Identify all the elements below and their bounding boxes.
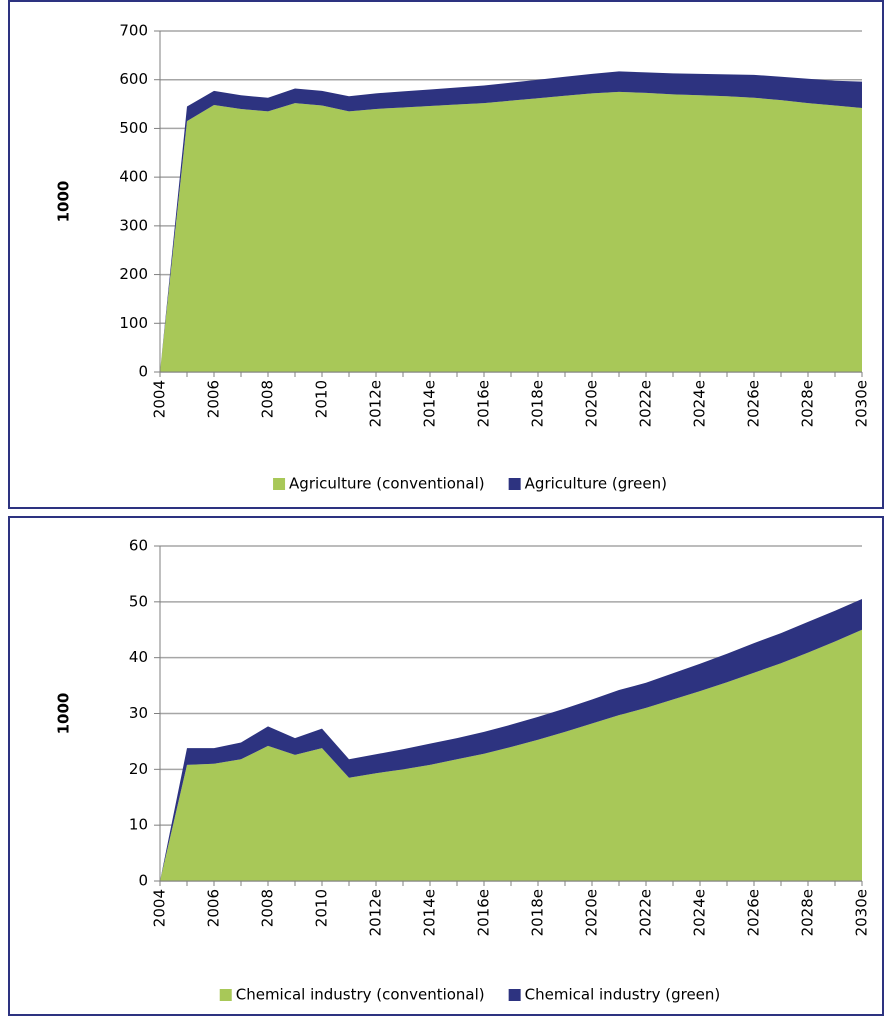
- x-tick-label: 2008: [259, 380, 277, 418]
- y-tick-label: 400: [119, 168, 148, 186]
- legend-label: Chemical industry (green): [525, 986, 721, 1004]
- x-tick-label: 2016e: [475, 380, 493, 427]
- x-tick-label: 2012e: [367, 889, 385, 936]
- y-tick-label: 50: [129, 592, 148, 610]
- y-tick-label: 200: [119, 265, 148, 283]
- y-tick-label: 0: [138, 872, 148, 890]
- x-tick-label: 2028e: [799, 889, 817, 936]
- y-tick-label: 600: [119, 70, 148, 88]
- legend-swatch: [508, 478, 521, 490]
- panel-frame: [8, 0, 884, 509]
- legend-label: Agriculture (conventional): [289, 475, 485, 493]
- y-axis-label: 1000: [55, 181, 73, 223]
- x-tick-label: 2024e: [691, 889, 709, 936]
- x-tick-label: 2018e: [529, 380, 547, 427]
- y-tick-label: 500: [119, 119, 148, 137]
- x-tick-label: 2014e: [421, 380, 439, 427]
- legend-label: Agriculture (green): [525, 475, 667, 493]
- y-tick-label: 40: [129, 648, 148, 666]
- x-tick-label: 2026e: [745, 889, 763, 936]
- y-tick-label: 700: [119, 22, 148, 40]
- x-tick-label: 2028e: [799, 380, 817, 427]
- y-tick-label: 300: [119, 216, 148, 234]
- y-axis-label: 1000: [55, 693, 73, 735]
- x-tick-label: 2010: [313, 889, 331, 927]
- x-tick-label: 2018e: [529, 889, 547, 936]
- x-tick-label: 2030e: [853, 889, 871, 936]
- area: [160, 91, 862, 373]
- y-tick-label: 10: [129, 816, 148, 834]
- x-tick-label: 2026e: [745, 380, 763, 427]
- area: [160, 71, 862, 372]
- panel-frame: [8, 516, 884, 1016]
- x-tick-label: 2004: [151, 889, 169, 927]
- x-tick-label: 2016e: [475, 889, 493, 936]
- area: [160, 629, 862, 881]
- x-tick-label: 2022e: [637, 889, 655, 936]
- legend-swatch: [508, 989, 521, 1001]
- x-tick-label: 2006: [205, 380, 223, 418]
- legend-label: Chemical industry (conventional): [236, 986, 485, 1004]
- x-tick-label: 2024e: [691, 380, 709, 427]
- y-tick-label: 60: [129, 537, 148, 555]
- x-tick-label: 2012e: [367, 380, 385, 427]
- area: [160, 599, 862, 881]
- x-tick-label: 2010: [313, 380, 331, 418]
- y-tick-label: 100: [119, 314, 148, 332]
- y-tick-label: 0: [138, 363, 148, 381]
- y-tick-label: 20: [129, 760, 148, 778]
- x-tick-label: 2020e: [583, 380, 601, 427]
- y-tick-label: 30: [129, 704, 148, 722]
- legend-swatch: [273, 478, 286, 490]
- legend-swatch: [219, 989, 232, 1001]
- x-tick-label: 2020e: [583, 889, 601, 936]
- x-tick-label: 2030e: [853, 380, 871, 427]
- x-tick-label: 2006: [205, 889, 223, 927]
- x-tick-label: 2022e: [637, 380, 655, 427]
- x-tick-label: 2008: [259, 889, 277, 927]
- x-tick-label: 2014e: [421, 889, 439, 936]
- x-tick-label: 2004: [151, 380, 169, 418]
